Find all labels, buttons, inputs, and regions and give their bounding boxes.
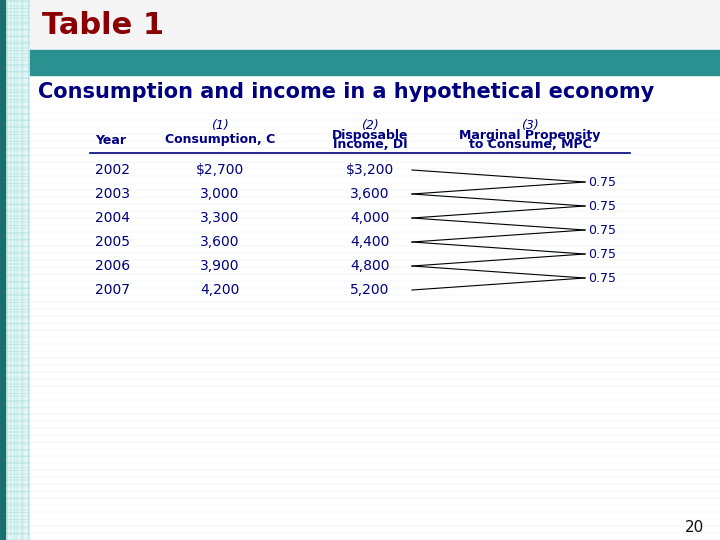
Text: 4,200: 4,200 <box>200 283 240 297</box>
Text: 0.75: 0.75 <box>588 224 616 237</box>
Bar <box>0 0 30 540</box>
Text: 3,600: 3,600 <box>350 187 390 201</box>
Text: 2004: 2004 <box>95 211 130 225</box>
Text: 2002: 2002 <box>95 163 130 177</box>
Text: 0.75: 0.75 <box>588 199 616 213</box>
Text: $2,700: $2,700 <box>196 163 244 177</box>
Text: 4,000: 4,000 <box>351 211 390 225</box>
Text: 20: 20 <box>685 521 703 536</box>
Text: Consumption and income in a hypothetical economy: Consumption and income in a hypothetical… <box>38 82 654 102</box>
Text: 2006: 2006 <box>95 259 130 273</box>
Text: 3,600: 3,600 <box>200 235 240 249</box>
Text: (3): (3) <box>521 118 539 132</box>
Text: 0.75: 0.75 <box>588 176 616 188</box>
Text: (2): (2) <box>361 118 379 132</box>
Bar <box>30 50 720 75</box>
Text: 5,200: 5,200 <box>351 283 390 297</box>
Text: 0.75: 0.75 <box>588 272 616 285</box>
Text: 4,400: 4,400 <box>351 235 390 249</box>
Text: Year: Year <box>95 133 126 146</box>
Bar <box>30 0 720 50</box>
Text: 3,000: 3,000 <box>200 187 240 201</box>
Text: 2007: 2007 <box>95 283 130 297</box>
Text: 3,300: 3,300 <box>200 211 240 225</box>
Text: 2005: 2005 <box>95 235 130 249</box>
Text: Disposable: Disposable <box>332 129 408 141</box>
Text: 4,800: 4,800 <box>350 259 390 273</box>
Text: (1): (1) <box>211 118 229 132</box>
Text: Marginal Propensity: Marginal Propensity <box>459 129 600 141</box>
Bar <box>0 0 5 540</box>
Bar <box>30 75 720 110</box>
Text: 3,900: 3,900 <box>200 259 240 273</box>
Text: $3,200: $3,200 <box>346 163 394 177</box>
Text: Consumption, C: Consumption, C <box>165 133 275 146</box>
Text: to Consume, MPC: to Consume, MPC <box>469 138 591 152</box>
Bar <box>30 110 720 540</box>
Text: 0.75: 0.75 <box>588 247 616 260</box>
Text: Table 1: Table 1 <box>42 10 164 39</box>
Text: 2003: 2003 <box>95 187 130 201</box>
Text: Income, DI: Income, DI <box>333 138 408 152</box>
